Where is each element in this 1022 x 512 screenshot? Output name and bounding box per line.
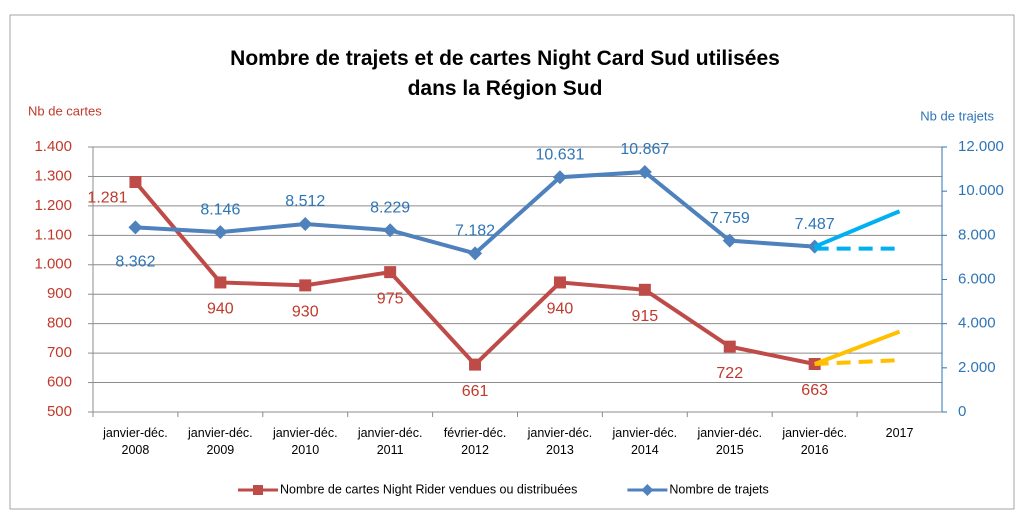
x-tick-label: janvier-déc. 2009 [188, 426, 253, 457]
marker [553, 276, 566, 289]
data-label: 8.512 [285, 193, 325, 210]
data-label: 8.146 [200, 201, 240, 218]
y2-tick-label: 2.000 [958, 359, 996, 376]
marker [214, 276, 227, 289]
series-line [814, 358, 900, 367]
y-tick-label: 700 [47, 344, 72, 361]
y-tick-label: 1.200 [34, 197, 72, 214]
data-label: 940 [547, 301, 574, 318]
chart-title: Nombre de trajets et de cartes Night Car… [230, 47, 780, 100]
series-line [813, 209, 901, 249]
x-tick-label: janvier-déc. 2015 [697, 426, 763, 457]
marker [637, 165, 652, 180]
marker [299, 279, 312, 292]
legend-label: Nombre de trajets [669, 482, 768, 496]
x-tick-label: 2017 [885, 426, 914, 440]
data-label: 722 [716, 365, 743, 382]
marker [552, 170, 567, 185]
data-label: 7.759 [710, 210, 750, 227]
y2-tick-label: 12.000 [958, 138, 1004, 155]
data-label: 940 [207, 301, 234, 318]
data-label: 10.867 [620, 141, 669, 158]
data-label: 1.281 [87, 189, 127, 206]
legend-label: Nombre de cartes Night Rider vendues ou … [280, 482, 577, 496]
marker [384, 266, 397, 279]
legend-marker [641, 484, 654, 496]
y-tick-label: 800 [47, 315, 72, 332]
y2-tick-label: 0 [958, 403, 966, 420]
y-tick-label: 1.300 [34, 167, 72, 184]
y-tick-label: 900 [47, 285, 72, 302]
data-label: 8.362 [115, 254, 155, 271]
marker [383, 223, 398, 238]
x-tick-label: février-déc. 2012 [443, 426, 507, 457]
series-line [813, 329, 901, 366]
marker [722, 233, 737, 248]
x-tick-label: janvier-déc. 2011 [357, 426, 423, 457]
marker [298, 217, 313, 232]
data-label: 915 [631, 308, 658, 325]
y2-axis-label: Nb de trajets [920, 108, 994, 123]
y-tick-label: 1.000 [34, 256, 72, 273]
legend-marker [253, 485, 263, 495]
data-label: 7.182 [455, 223, 495, 240]
marker [213, 225, 228, 240]
chart-border [9, 14, 1015, 510]
marker [723, 340, 736, 353]
y2-tick-label: 4.000 [958, 315, 996, 332]
y-axis-label: Nb de cartes [28, 103, 102, 118]
y-tick-label: 1.400 [34, 138, 72, 155]
x-tick-label: janvier-déc. 2013 [527, 426, 593, 457]
data-label: 8.229 [370, 199, 410, 216]
data-label: 7.487 [795, 216, 835, 233]
y-tick-label: 600 [47, 374, 72, 391]
y-tick-label: 1.100 [34, 226, 72, 243]
data-label: 661 [462, 383, 489, 400]
x-tick-label: janvier-déc. 2010 [272, 426, 338, 457]
y-tick-label: 500 [47, 403, 72, 420]
x-tick-label: janvier-déc. 2008 [103, 426, 168, 457]
data-label: 975 [377, 290, 404, 307]
marker [469, 358, 482, 371]
marker [468, 246, 483, 261]
y2-tick-label: 6.000 [958, 270, 996, 287]
marker [128, 220, 143, 235]
data-label: 663 [801, 382, 828, 399]
x-tick-label: janvier-déc. 2016 [782, 426, 847, 457]
x-tick-label: janvier-déc. 2014 [612, 426, 678, 457]
marker [129, 176, 142, 189]
data-label: 930 [292, 304, 319, 321]
marker [638, 283, 651, 296]
y2-tick-label: 8.000 [958, 226, 996, 243]
y2-tick-label: 10.000 [958, 182, 1004, 199]
data-label: 10.631 [535, 146, 584, 163]
